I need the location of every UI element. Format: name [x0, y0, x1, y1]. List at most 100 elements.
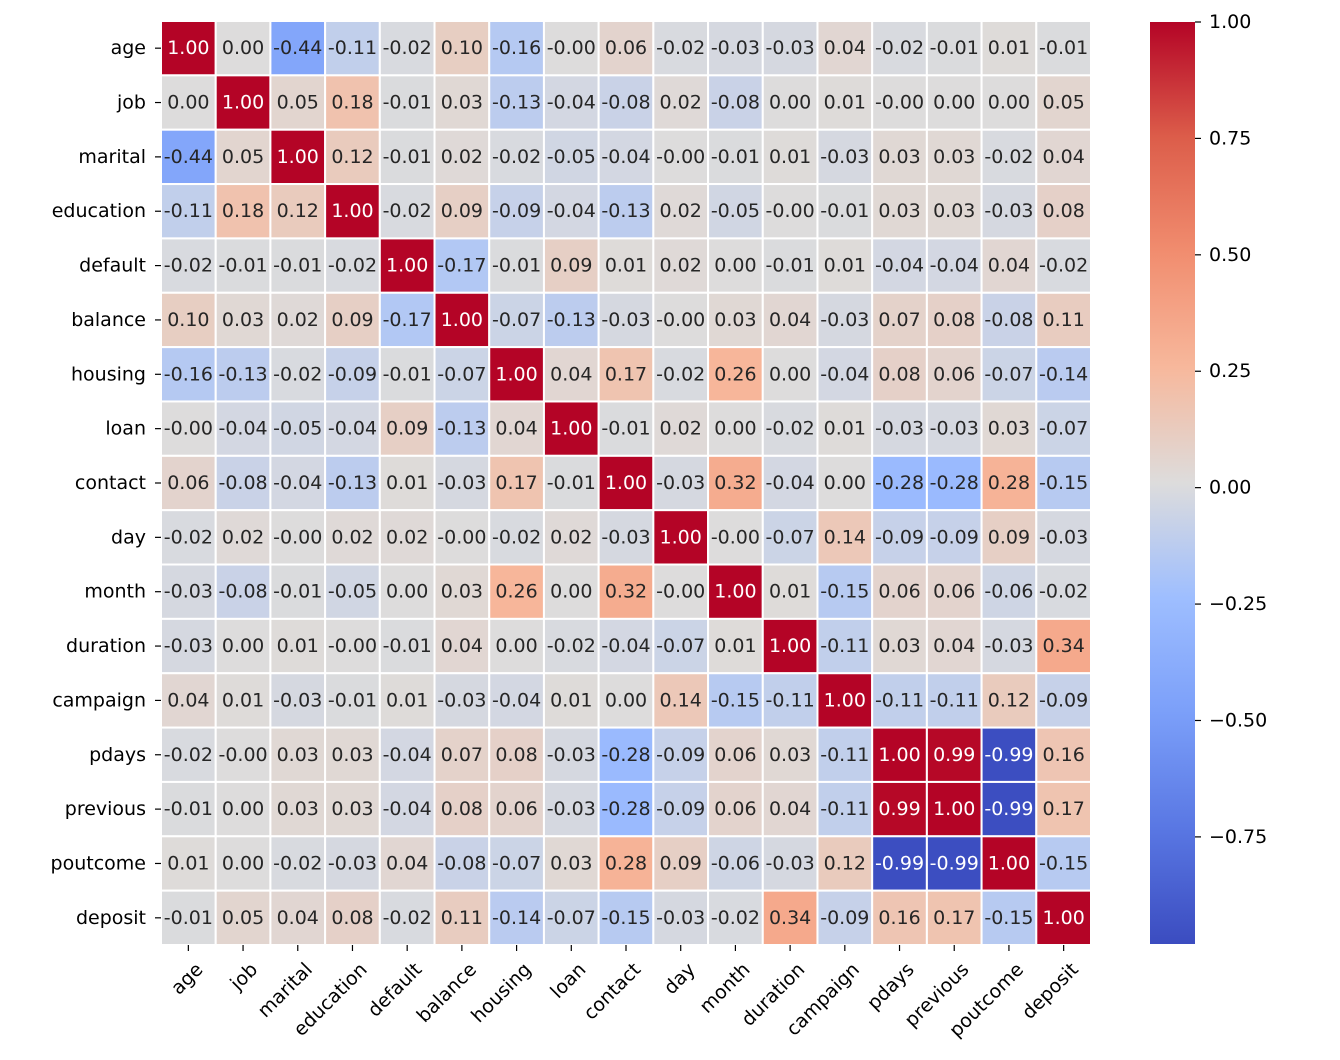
cell-value-label: 0.01 — [386, 689, 428, 711]
cell-value-label: 0.01 — [988, 37, 1030, 59]
heatmap-cell — [980, 128, 1038, 186]
heatmap-cell — [269, 128, 327, 186]
cell-value-label: -0.01 — [383, 363, 432, 385]
heatmap-cell — [542, 780, 600, 838]
cell-value-label: -0.04 — [492, 689, 541, 711]
heatmap-cell — [707, 237, 764, 294]
heatmap-cell — [214, 835, 272, 892]
cell-value-label: 0.08 — [933, 309, 975, 331]
cell-value-label: -0.04 — [383, 798, 432, 820]
cell-value-label: -0.04 — [273, 472, 322, 494]
heatmap-cell — [816, 183, 874, 240]
heatmap-cell — [597, 237, 655, 294]
heatmap-cell — [871, 20, 928, 77]
heatmap-cell — [652, 20, 710, 77]
y-axis-tick-label: campaign — [52, 689, 146, 711]
cell-value-label: 0.01 — [824, 418, 866, 440]
cell-value-label: 0.00 — [222, 635, 264, 657]
cell-value-label: 1.00 — [550, 418, 592, 440]
cell-value-label: -0.00 — [875, 92, 924, 114]
cell-value-label: -0.05 — [328, 581, 377, 603]
cell-value-label: 0.03 — [441, 92, 483, 114]
heatmap-cell — [816, 454, 874, 512]
cell-value-label: 0.03 — [878, 200, 920, 222]
cell-value-label: -0.00 — [437, 526, 486, 548]
cell-value-label: 0.28 — [988, 472, 1030, 494]
cell-value-label: -0.07 — [492, 852, 541, 874]
heatmap-cell — [433, 726, 491, 783]
cell-value-label: 0.01 — [386, 472, 428, 494]
y-axis-tick-label: contact — [75, 472, 146, 494]
cell-value-label: -0.17 — [383, 309, 432, 331]
cell-value-label: 0.03 — [878, 146, 920, 168]
heatmap-cell — [269, 889, 327, 946]
cell-value-label: 0.00 — [988, 92, 1030, 114]
heatmap-cell — [707, 291, 764, 349]
cell-value-label: 0.01 — [277, 635, 319, 657]
cell-value-label: -0.14 — [492, 907, 541, 929]
cell-value-label: -0.01 — [328, 689, 377, 711]
y-axis-tick-label: housing — [71, 363, 146, 385]
y-axis-tick-label: duration — [66, 635, 146, 657]
heatmap-cell — [214, 183, 272, 240]
cell-value-label: 0.16 — [1042, 744, 1084, 766]
y-axis-tick-label: day — [111, 526, 146, 548]
cell-value-label: -0.09 — [930, 526, 979, 548]
cell-value-label: 0.05 — [222, 146, 264, 168]
heatmap-cell — [1035, 346, 1092, 403]
cell-value-label: -0.11 — [820, 635, 869, 657]
cell-value-label: -0.16 — [164, 363, 213, 385]
cell-value-label: 0.32 — [714, 472, 756, 494]
cell-value-label: 0.04 — [495, 418, 537, 440]
cell-value-label: 0.00 — [222, 798, 264, 820]
heatmap-cell — [433, 20, 491, 77]
cell-value-label: -0.01 — [383, 92, 432, 114]
cell-value-label: -0.11 — [164, 200, 213, 222]
heatmap-cell — [1035, 617, 1092, 675]
cell-value-label: -0.11 — [766, 689, 815, 711]
cell-value-label: -0.07 — [1039, 418, 1088, 440]
cell-value-label: -0.02 — [656, 37, 705, 59]
y-axis-tick-label: age — [111, 37, 146, 59]
cell-value-label: 0.01 — [769, 146, 811, 168]
cell-value-label: -0.03 — [930, 418, 979, 440]
heatmap-cell — [871, 346, 928, 403]
cell-value-label: 0.00 — [769, 92, 811, 114]
cell-value-label: -0.00 — [218, 744, 267, 766]
cell-value-label: -0.04 — [383, 744, 432, 766]
cell-value-label: -0.99 — [930, 852, 979, 874]
cell-value-label: 0.03 — [769, 744, 811, 766]
colorbar: 1.00 0.75 0.50 0.25 0.00 −0.25 −0.50 −0.75 — [1150, 11, 1267, 944]
heatmap-cell — [1035, 672, 1092, 729]
cell-value-label: 0.08 — [878, 363, 920, 385]
heatmap-cell — [542, 400, 600, 457]
cell-value-label: -0.08 — [437, 852, 486, 874]
heatmap-cell — [269, 74, 327, 131]
cell-value-label: 0.06 — [167, 472, 209, 494]
cell-value-label: 0.28 — [605, 852, 647, 874]
cell-value-label: 0.12 — [988, 689, 1030, 711]
cell-value-label: 0.99 — [878, 798, 920, 820]
heatmap-cell — [433, 835, 491, 892]
heatmap-cell — [542, 509, 600, 566]
heatmap-cell — [1035, 835, 1092, 892]
cell-value-label: 0.03 — [933, 200, 975, 222]
cell-value-label: 0.01 — [222, 689, 264, 711]
heatmap-cells: 1.00 0.00 -0.44 -0.11 -0.02 0.10 -0.16 -0.00 0.0… — [160, 20, 1092, 946]
heatmap-cell — [542, 128, 600, 186]
heatmap-cell — [269, 835, 327, 892]
cell-value-label: 0.02 — [441, 146, 483, 168]
cell-value-label: -0.02 — [492, 146, 541, 168]
cell-value-label: -0.00 — [766, 200, 815, 222]
cell-value-label: -0.15 — [1039, 852, 1088, 874]
heatmap-cell — [925, 672, 983, 729]
heatmap-cell — [542, 20, 600, 77]
heatmap-cell — [871, 74, 928, 131]
cell-value-label: 0.17 — [933, 907, 975, 929]
x-axis-tick-label: housing — [467, 959, 536, 1028]
heatmap-cell — [324, 183, 381, 240]
heatmap-cell — [269, 291, 327, 349]
heatmap-cell — [488, 672, 545, 729]
cell-value-label: 0.07 — [878, 309, 920, 331]
cell-value-label: 0.01 — [167, 852, 209, 874]
